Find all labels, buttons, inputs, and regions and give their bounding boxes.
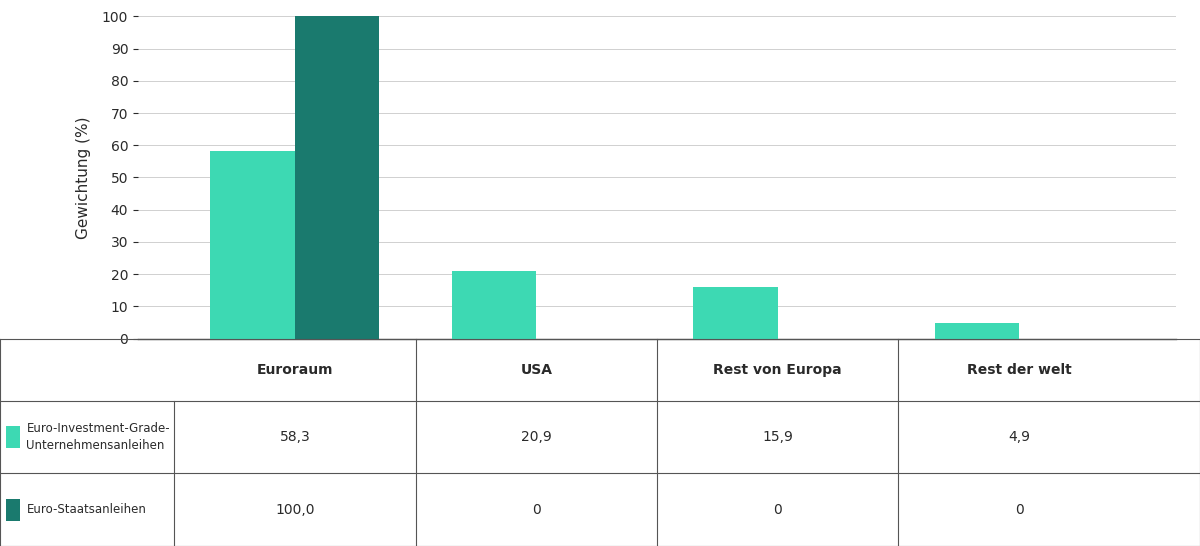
Text: Euro-Staatsanleihen: Euro-Staatsanleihen — [26, 503, 146, 516]
Text: USA: USA — [521, 363, 552, 377]
Y-axis label: Gewichtung (%): Gewichtung (%) — [76, 116, 91, 239]
Text: 4,9: 4,9 — [1008, 430, 1030, 444]
Text: Euroraum: Euroraum — [257, 363, 334, 377]
Text: 0: 0 — [1015, 503, 1024, 517]
Text: 15,9: 15,9 — [762, 430, 793, 444]
Bar — [295, 16, 379, 339]
Text: 0: 0 — [532, 503, 541, 517]
Bar — [210, 151, 295, 339]
Text: Rest von Europa: Rest von Europa — [713, 363, 842, 377]
Text: 58,3: 58,3 — [280, 430, 311, 444]
Text: 0: 0 — [773, 503, 782, 517]
Text: 20,9: 20,9 — [521, 430, 552, 444]
Text: Euro-Investment-Grade-
Unternehmensanleihen: Euro-Investment-Grade- Unternehmensanlei… — [26, 422, 170, 452]
Bar — [452, 271, 536, 339]
Bar — [694, 287, 778, 339]
Bar — [935, 323, 1019, 339]
Text: 100,0: 100,0 — [275, 503, 314, 517]
Text: Rest der welt: Rest der welt — [967, 363, 1072, 377]
